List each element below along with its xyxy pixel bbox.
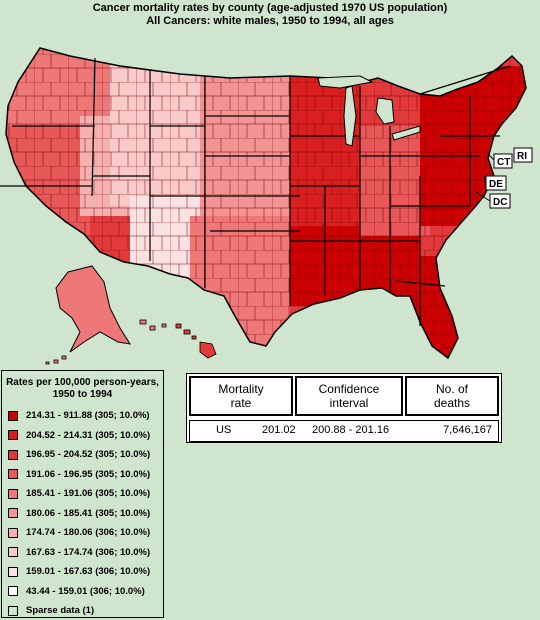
label-ri: RI (517, 151, 527, 162)
legend-swatch (8, 527, 18, 538)
legend-label: 167.63 - 174.74 (306; 10.0%) (26, 546, 151, 558)
lake-huron (375, 97, 395, 125)
row-rate: 201.02 (262, 424, 296, 436)
legend-item: 174.74 - 180.06 (306; 10.0%) (8, 527, 150, 538)
legend-item: 191.06 - 196.95 (305; 10.0%) (8, 469, 150, 480)
stats-row-us: US 201.02 200.88 - 201.16 7,646,167 (189, 420, 499, 442)
header-mortality-rate: Mortality rate (189, 376, 293, 416)
legend-label: Sparse data (1) (26, 605, 95, 616)
small-state-labels: RI CT DE DC (475, 147, 533, 209)
legend-label: 191.06 - 196.95 (305; 10.0%) (26, 468, 151, 480)
legend-item: 214.31 - 911.88 (305; 10.0%) (8, 410, 150, 421)
label-ct: CT (497, 157, 510, 168)
legend-title: Rates per 100,000 person-years, 1950 to … (2, 377, 163, 401)
legend-item: 185.41 - 191.06 (305; 10.0%) (8, 488, 150, 499)
legend-swatch (8, 566, 18, 577)
stats-table: Mortality rate Confidence interval No. of d… (186, 373, 502, 443)
legend-label: 204.52 - 214.31 (305; 10.0%) (26, 429, 151, 441)
aleutian-islands (45, 319, 167, 365)
legend-swatch (8, 488, 18, 499)
legend-item: 196.95 - 204.52 (305; 10.0%) (8, 449, 150, 460)
legend-title-line-2: 1950 to 1994 (52, 389, 113, 400)
map-title: Cancer mortality rates by county (age-ad… (0, 2, 540, 28)
legend-swatch (8, 508, 18, 518)
label-de-box (485, 175, 507, 191)
legend-item: 159.01 - 167.63 (306; 10.0%) (8, 566, 150, 577)
legend-label: 214.31 - 911.88 (305; 10.0%) (26, 410, 150, 421)
header-ci-line-1: Confidence (318, 382, 380, 396)
lake-superior (317, 75, 374, 89)
legend-item: Sparse data (1) (8, 605, 94, 616)
legend-item: 204.52 - 214.31 (305; 10.0%) (8, 430, 150, 441)
header-ci-line-2: interval (329, 396, 369, 410)
title-line-2: All Cancers: white males, 1950 to 1994, … (146, 15, 394, 27)
row-deaths: 7,646,167 (443, 424, 492, 436)
legend-label: 196.95 - 204.52 (305; 10.0%) (26, 449, 151, 460)
title-line-1: Cancer mortality rates by county (age-ad… (92, 2, 448, 14)
contiguous-us (6, 48, 526, 358)
label-dc: DC (493, 197, 507, 208)
legend: Rates per 100,000 person-years, 1950 to … (1, 370, 164, 618)
legend-title-line-1: Rates per 100,000 person-years, (6, 377, 159, 388)
header-confidence-interval: Confidence interval (295, 376, 403, 416)
lake-erie (391, 125, 421, 141)
legend-swatch (8, 605, 18, 616)
legend-swatch (8, 469, 18, 479)
header-rate-line-1: Mortality (218, 382, 264, 396)
legend-item: 43.44 - 159.01 (306; 10.0%) (8, 586, 145, 597)
legend-label: 159.01 - 167.63 (306; 10.0%) (26, 566, 151, 577)
label-ri-box (513, 147, 533, 163)
legend-swatch (8, 547, 18, 557)
state-boundaries (0, 57, 511, 326)
legend-swatch (8, 586, 18, 596)
alaska (55, 265, 132, 353)
label-dc-box (489, 193, 511, 209)
row-ci: 200.88 - 201.16 (312, 424, 390, 436)
legend-label: 43.44 - 159.01 (306; 10.0%) (26, 585, 145, 597)
legend-item: 167.63 - 174.74 (306; 10.0%) (8, 547, 150, 558)
legend-label: 174.74 - 180.06 (306; 10.0%) (26, 527, 151, 538)
legend-label: 180.06 - 185.41 (305; 10.0%) (26, 507, 151, 519)
header-deaths-line-1: No. of (435, 382, 468, 396)
header-deaths-line-2: deaths (433, 396, 471, 410)
header-deaths: No. of deaths (405, 376, 499, 416)
legend-swatch (8, 430, 18, 440)
legend-label: 185.41 - 191.06 (305; 10.0%) (26, 488, 151, 499)
label-de: DE (489, 179, 503, 190)
label-ct-box (493, 153, 513, 169)
legend-item: 180.06 - 185.41 (305; 10.0%) (8, 508, 150, 519)
legend-swatch (8, 449, 18, 460)
row-region: US (216, 424, 232, 436)
header-rate-line-2: rate (230, 396, 252, 410)
hawaii (175, 323, 217, 359)
us-county-map: RI CT DE DC (0, 47, 533, 365)
legend-swatch (8, 410, 18, 421)
